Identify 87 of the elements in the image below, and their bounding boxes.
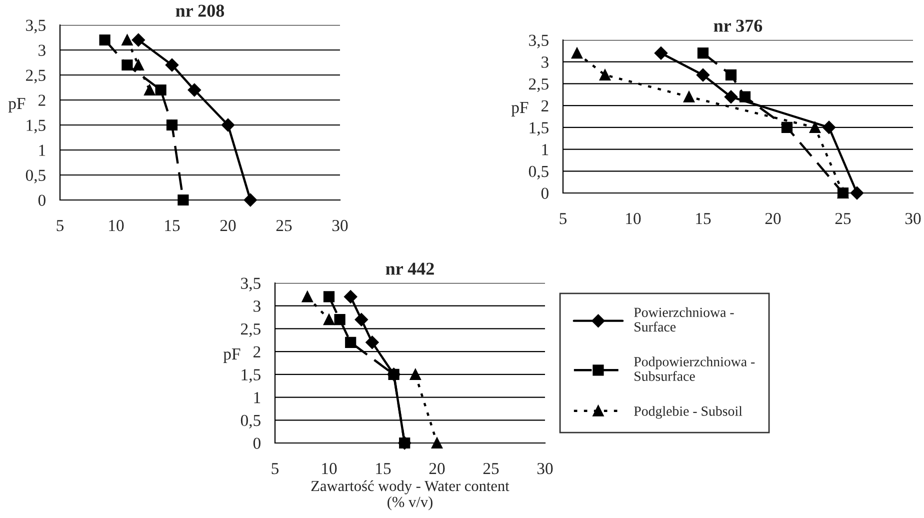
x-tick-label: 30	[905, 212, 921, 224]
legend-label: Powierzchniowa - Surface	[634, 307, 734, 332]
x-tick-label: 10	[626, 212, 641, 224]
point	[132, 59, 144, 71]
x-axis-title: Zawartość wody - Water content (% v/v)	[311, 480, 510, 510]
x-tick-label: 25	[483, 462, 499, 474]
y-tick-label: 1,5	[242, 369, 260, 383]
x-tick-label: 5	[56, 220, 64, 232]
point	[344, 290, 358, 304]
point	[822, 120, 836, 134]
y-tick-label: 0	[541, 188, 548, 199]
point	[599, 69, 611, 81]
point	[739, 91, 751, 102]
y-tick-label: 2,5	[529, 78, 548, 92]
y-tick-label: 3	[38, 44, 46, 56]
y-tick-label: 1,5	[26, 120, 46, 134]
x-tick-label: 25	[276, 220, 292, 232]
point	[323, 314, 335, 326]
y-tick-label: 0,5	[528, 166, 548, 180]
point	[697, 48, 709, 59]
point	[571, 48, 583, 59]
point	[388, 368, 400, 380]
y-tick-label: 3,5	[529, 34, 548, 48]
x-tick-label: 30	[537, 462, 553, 474]
point	[410, 368, 421, 380]
y-tick-label: 0,5	[240, 414, 260, 428]
point	[781, 122, 793, 133]
point	[165, 58, 179, 72]
y-tick-label: 2,5	[26, 70, 46, 84]
x-tick-label: 15	[376, 463, 391, 474]
point	[166, 119, 178, 131]
point	[334, 314, 346, 326]
chart-title: nr 442	[386, 262, 434, 275]
point	[366, 336, 379, 350]
y-tick-label: 1	[542, 144, 548, 156]
x-tick-label: 10	[109, 220, 124, 232]
x-tick-label: 25	[835, 212, 851, 224]
point	[683, 91, 695, 102]
point	[724, 90, 738, 104]
point	[122, 59, 133, 71]
point	[188, 83, 201, 97]
y-axis-title: pF	[8, 98, 26, 112]
y-tick-label: 1,5	[530, 122, 548, 136]
y-tick-label: 3,5	[241, 278, 260, 292]
x-tick-label: 20	[220, 220, 236, 232]
y-tick-label: 0,5	[26, 170, 46, 184]
x-tick-label: 20	[429, 462, 445, 474]
point	[122, 34, 133, 46]
y-tick-label: 2,5	[241, 323, 260, 338]
y-tick-label: 2	[542, 100, 548, 112]
legend-label: Podglebie - Subsoil	[634, 406, 742, 419]
chart-title: nr 208	[176, 4, 224, 17]
y-tick-label: 0	[38, 194, 46, 206]
y-tick-label: 1	[39, 144, 46, 156]
point	[323, 291, 335, 302]
point	[809, 122, 821, 133]
point	[345, 336, 356, 348]
y-tick-label: 0	[253, 438, 260, 449]
point	[654, 46, 668, 60]
y-tick-label: 1	[254, 392, 260, 404]
point	[155, 84, 166, 96]
point	[132, 33, 145, 47]
x-tick-label: 5	[560, 213, 567, 224]
y-tick-label: 3	[542, 56, 548, 68]
chart-title: nr 376	[714, 20, 762, 32]
point	[99, 34, 110, 46]
y-tick-label: 3,5	[26, 20, 46, 34]
y-axis-title: pF	[223, 348, 240, 363]
point	[302, 291, 313, 302]
x-tick-label: 10	[322, 462, 337, 474]
x-tick-label: 20	[765, 212, 781, 224]
point	[354, 312, 368, 326]
point	[431, 437, 443, 449]
y-tick-label: 3	[254, 300, 260, 312]
y-axis-title: pF	[511, 102, 528, 116]
y-tick-label: 2	[254, 346, 260, 358]
point	[221, 118, 235, 132]
point	[178, 194, 189, 206]
point	[696, 68, 710, 82]
point	[725, 69, 737, 81]
point	[144, 84, 156, 96]
legend-label: Podpowierzchniowa - Subsurface	[634, 356, 755, 381]
x-tick-label: 30	[332, 220, 348, 232]
x-tick-label: 5	[272, 463, 279, 474]
x-tick-label: 15	[696, 213, 711, 224]
x-tick-label: 15	[165, 220, 180, 232]
y-tick-label: 2	[38, 94, 46, 106]
